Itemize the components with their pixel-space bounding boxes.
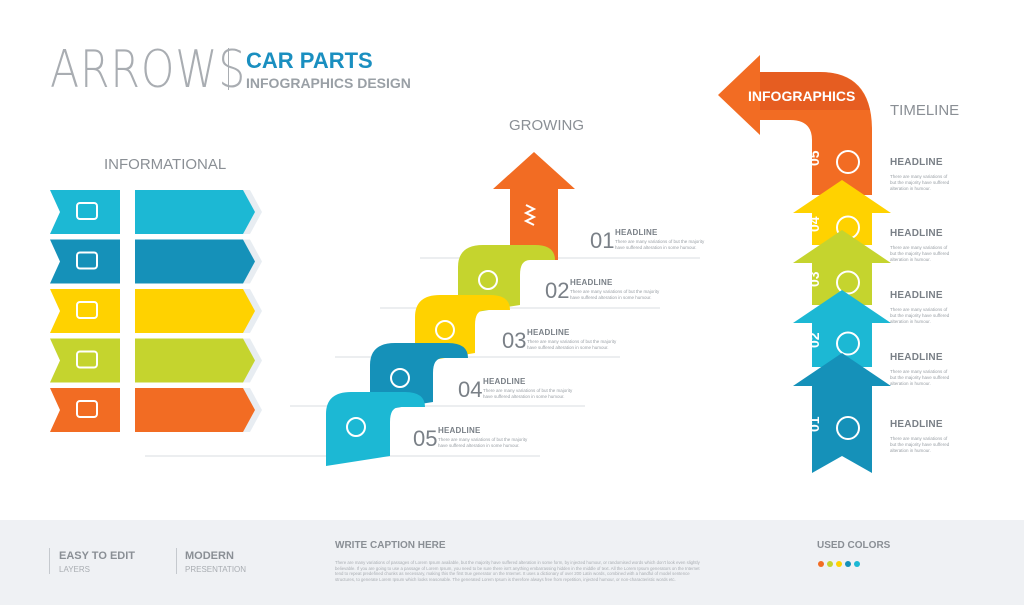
wrench-icon xyxy=(76,202,98,220)
timeline-text: There are many variations of but the maj… xyxy=(890,369,950,386)
cylinder-head-icon xyxy=(76,400,98,418)
info-arrow-tail xyxy=(50,239,120,284)
info-arrow-body xyxy=(135,190,255,234)
infographics-arrow-label: INFOGRAPHICS xyxy=(748,88,856,104)
timeline-chevron xyxy=(793,230,891,305)
title-divider xyxy=(228,48,229,90)
timeline-number: 05 xyxy=(806,150,822,166)
growing-up-arrow xyxy=(493,152,575,260)
feature-sub: PRESENTATION xyxy=(185,565,247,574)
subject-title: CAR PARTS xyxy=(246,48,373,73)
timeline-number: 03 xyxy=(806,270,822,287)
used-colors-title: USED COLORS xyxy=(817,540,891,551)
info-arrow-body xyxy=(135,388,255,432)
footer: EASY TO EDIT LAYERS MODERN PRESENTATION … xyxy=(0,520,1024,605)
step-text: There are many variations of but the maj… xyxy=(570,289,660,300)
timeline-number: 04 xyxy=(806,215,822,232)
spring-icon xyxy=(523,204,537,226)
graphics-layer xyxy=(50,55,891,473)
feature-sub: LAYERS xyxy=(59,565,90,574)
timeline-chevron xyxy=(793,180,891,245)
timeline-headline: HEADLINE xyxy=(890,419,943,430)
caption-text: There are many variations of passages of… xyxy=(335,560,700,582)
step-text: There are many variations of but the maj… xyxy=(438,437,528,448)
air-filter-icon xyxy=(76,301,98,319)
color-swatch xyxy=(827,561,833,567)
informational-title: INFORMATIONAL xyxy=(104,156,227,173)
info-arrow-body xyxy=(135,239,255,284)
divider xyxy=(49,548,50,574)
timeline-text: There are many variations of but the maj… xyxy=(890,436,950,453)
caption-title: WRITE CAPTION HERE xyxy=(335,540,446,551)
timeline-chevron xyxy=(793,353,891,473)
brake-disc-icon xyxy=(836,150,860,174)
timeline-text: There are many variations of but the maj… xyxy=(890,307,950,324)
step-text: There are many variations of but the maj… xyxy=(615,239,705,250)
info-arrow-tail xyxy=(50,289,120,333)
tire-icon xyxy=(435,320,455,340)
info-arrow-tail xyxy=(50,190,120,234)
spark-plugs-icon xyxy=(76,251,98,270)
timeline-headline: HEADLINE xyxy=(890,157,943,168)
shock-absorber-icon xyxy=(346,417,366,437)
timeline-number: 02 xyxy=(806,331,822,348)
timeline-title: TIMELINE xyxy=(890,102,960,119)
color-swatch xyxy=(836,561,842,567)
timeline-chevron xyxy=(793,290,891,367)
info-arrow-body xyxy=(135,338,255,383)
growing-step xyxy=(326,392,425,466)
timeline-headline: HEADLINE xyxy=(890,228,943,239)
timeline-text: There are many variations of but the maj… xyxy=(890,245,950,262)
info-arrow-tail xyxy=(50,388,120,432)
main-title: ARROWS xyxy=(50,40,247,100)
step-text: There are many variations of but the maj… xyxy=(483,388,573,399)
growing-title: GROWING xyxy=(509,117,584,134)
chassis-icon xyxy=(836,270,860,295)
info-arrow-body xyxy=(135,289,255,333)
timeline-number: 01 xyxy=(806,416,822,432)
subtitle: INFOGRAPHICS DESIGN xyxy=(246,75,411,91)
step-number: 02 xyxy=(545,278,570,303)
feature-title: EASY TO EDIT xyxy=(59,550,136,562)
piston-icon xyxy=(478,270,498,290)
engine-block-icon xyxy=(76,350,98,369)
feature-title: MODERN xyxy=(185,550,234,562)
step-headline: HEADLINE xyxy=(570,278,613,287)
step-headline: HEADLINE xyxy=(483,377,526,386)
color-swatch xyxy=(845,561,851,567)
timeline-headline: HEADLINE xyxy=(890,352,943,363)
color-swatch xyxy=(818,561,824,567)
key-search-icon xyxy=(390,368,410,388)
timeline-headline: HEADLINE xyxy=(890,290,943,301)
step-text: There are many variations of but the maj… xyxy=(527,339,617,350)
radiator-icon xyxy=(836,331,860,356)
step-number: 03 xyxy=(502,328,527,353)
step-number: 01 xyxy=(590,228,615,253)
engine-icon xyxy=(836,416,860,440)
info-arrow-tail xyxy=(50,338,120,383)
color-swatch xyxy=(854,561,860,567)
color-swatches xyxy=(818,561,860,567)
step-headline: HEADLINE xyxy=(615,228,658,237)
timeline-text: There are many variations of but the maj… xyxy=(890,174,950,191)
step-number: 04 xyxy=(458,377,483,402)
step-headline: HEADLINE xyxy=(438,426,481,435)
step-number: 05 xyxy=(413,426,438,451)
arrow-shade xyxy=(760,72,870,110)
divider xyxy=(176,548,177,574)
step-headline: HEADLINE xyxy=(527,328,570,337)
